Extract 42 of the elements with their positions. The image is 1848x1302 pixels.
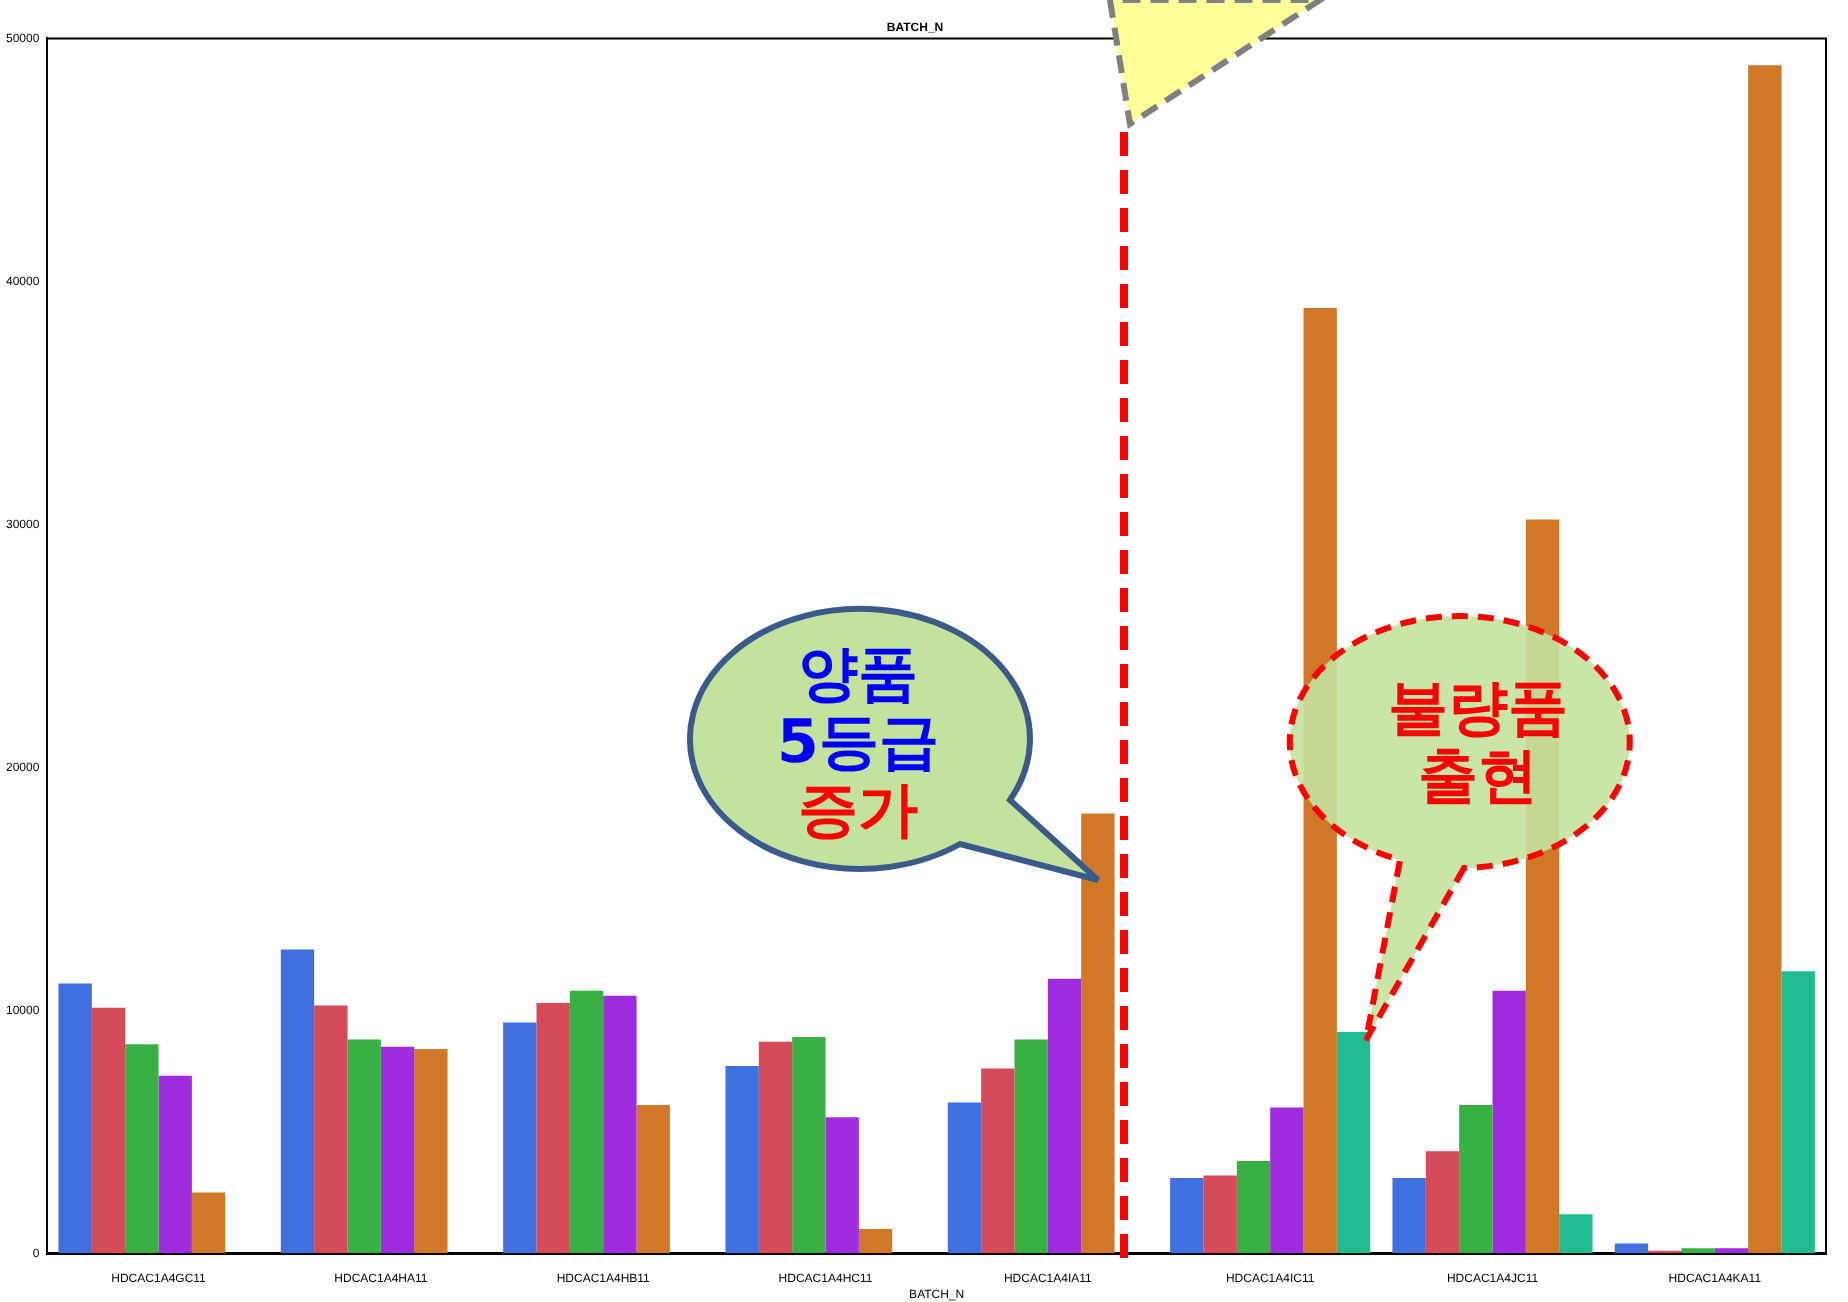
bar	[91, 1007, 126, 1254]
bar	[58, 983, 92, 1254]
bar	[981, 1068, 1015, 1254]
bar	[158, 1075, 192, 1254]
bar	[280, 949, 315, 1254]
bar	[1392, 1177, 1426, 1254]
bar	[725, 1066, 759, 1254]
bar	[191, 1192, 226, 1254]
bar	[1559, 1214, 1593, 1254]
bar	[1492, 990, 1526, 1254]
bar	[1081, 813, 1115, 1254]
bar	[1748, 65, 1782, 1254]
bar	[947, 1102, 982, 1254]
annotation: 불량품 출현	[1388, 674, 1568, 812]
bar	[858, 1228, 893, 1254]
bar	[380, 1046, 415, 1254]
bar	[1047, 978, 1082, 1254]
bar	[125, 1044, 159, 1254]
bar	[1425, 1151, 1460, 1254]
bar	[569, 990, 604, 1254]
bar	[1714, 1248, 1749, 1254]
annotation: 양품 5등급 증가	[777, 640, 939, 846]
bar	[1170, 1177, 1204, 1254]
bar	[1336, 1032, 1371, 1254]
bar	[1203, 1175, 1237, 1254]
bar	[1459, 1104, 1493, 1254]
bar	[1270, 1107, 1304, 1254]
bar	[536, 1002, 570, 1254]
bar	[758, 1041, 793, 1254]
bar	[792, 1036, 826, 1254]
bar	[825, 1117, 859, 1254]
bar	[1014, 1039, 1048, 1254]
bar	[636, 1104, 670, 1254]
bar	[503, 1022, 537, 1254]
bar	[314, 1005, 348, 1254]
bar	[1781, 971, 1815, 1254]
bar	[347, 1039, 381, 1254]
bar	[1236, 1160, 1271, 1254]
bar	[603, 995, 637, 1254]
bar	[1614, 1243, 1649, 1254]
bar	[1681, 1248, 1715, 1254]
bar	[414, 1049, 448, 1254]
